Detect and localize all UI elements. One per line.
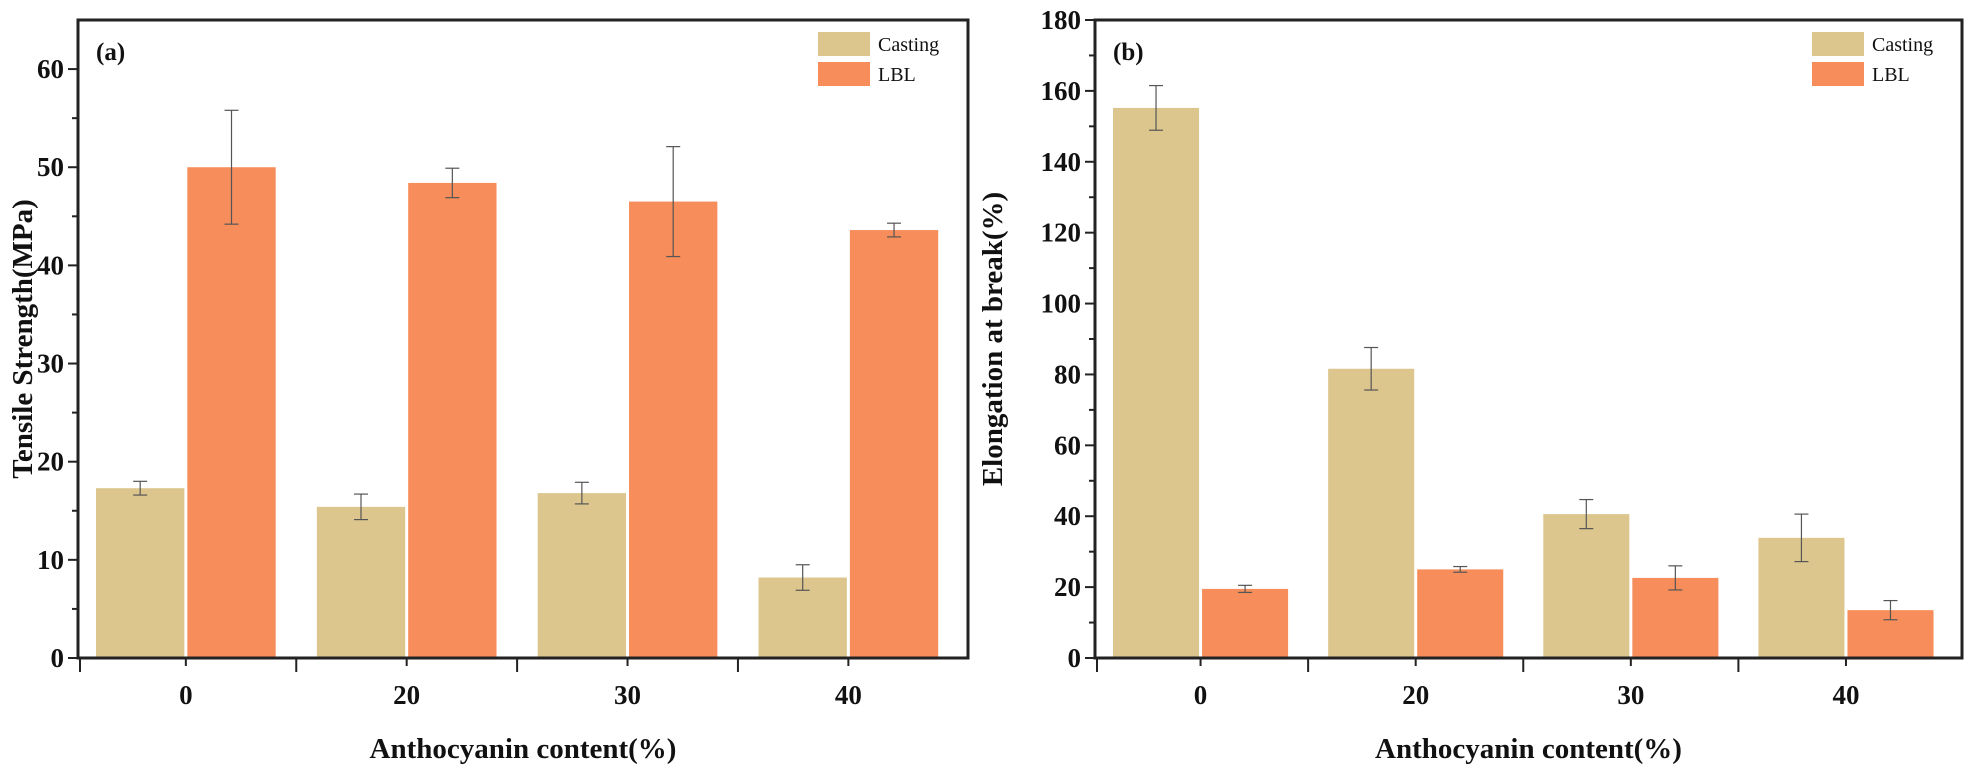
lbl-bars xyxy=(187,167,939,659)
errorbar-lbl-20 xyxy=(445,167,460,199)
errorbar-casting-0 xyxy=(1149,84,1164,131)
x-tick-label-40: 40 xyxy=(835,680,862,710)
bar-lbl-40 xyxy=(849,230,939,658)
y-tick-label-180: 180 xyxy=(1041,5,1082,35)
x-tick-label-40: 40 xyxy=(1832,680,1859,710)
y-tick-label-40: 40 xyxy=(1054,501,1081,531)
errorbar-casting-40 xyxy=(795,564,810,591)
y-tick-label-80: 80 xyxy=(1054,359,1081,389)
panel-b-elongation-at-break: 0 20 40 60 80 100 120 140 160 180 0 20 30 40 (b) Ant… xyxy=(977,5,1964,765)
bar-casting-40 xyxy=(758,577,847,658)
bar-casting-0 xyxy=(96,488,185,658)
x-tick-label-20: 20 xyxy=(393,680,420,710)
x-tick-label-20: 20 xyxy=(1402,680,1429,710)
y-tick-label-120: 120 xyxy=(1041,218,1082,248)
y-axis-title: Elongation at break(%) xyxy=(977,192,1009,486)
errorbar-casting-20 xyxy=(1364,346,1379,391)
casting-bars xyxy=(1113,107,1845,658)
bar-lbl-20 xyxy=(408,182,497,659)
x-axis-title: Anthocyanin content(%) xyxy=(1375,733,1682,765)
y-tick-label-40: 40 xyxy=(37,250,64,280)
errorbar-lbl-0 xyxy=(224,109,239,225)
errorbar-lbl-20 xyxy=(1453,565,1468,573)
errorbar-lbl-40 xyxy=(887,222,902,238)
panel-label: (b) xyxy=(1113,39,1144,66)
y-tick-label-100: 100 xyxy=(1041,289,1082,319)
x-tick-label-0: 0 xyxy=(1194,680,1208,710)
legend-label-lbl: LBL xyxy=(1872,64,1910,86)
plot-frame xyxy=(76,18,970,660)
errorbar-lbl-30 xyxy=(666,146,681,258)
legend-swatch-lbl xyxy=(818,62,870,86)
x-axis-ticks: 0 20 30 40 xyxy=(1096,658,1859,710)
y-tick-label-50: 50 xyxy=(37,152,64,182)
errorbar-casting-0 xyxy=(133,480,148,496)
casting-bars xyxy=(96,488,847,658)
errorbar-casting-30 xyxy=(574,481,589,505)
legend-label-casting: Casting xyxy=(878,34,939,56)
bar-lbl-0 xyxy=(187,167,276,658)
error-bars xyxy=(133,109,902,591)
legend-label-casting: Casting xyxy=(1872,34,1933,56)
x-tick-label-0: 0 xyxy=(179,680,193,710)
legend-swatch-lbl xyxy=(1812,62,1864,86)
panel-label: (a) xyxy=(96,39,125,66)
y-tick-label-20: 20 xyxy=(37,447,64,477)
y-axis-ticks: 0 20 40 60 80 100 120 140 160 180 xyxy=(1041,5,1095,673)
errorbar-lbl-30 xyxy=(1668,565,1683,591)
y-tick-label-140: 140 xyxy=(1041,147,1082,177)
error-bars xyxy=(1149,84,1898,621)
bar-lbl-0 xyxy=(1202,588,1289,658)
x-tick-label-30: 30 xyxy=(614,680,641,710)
x-axis-ticks: 0 20 30 40 xyxy=(79,658,862,710)
errorbar-casting-20 xyxy=(354,493,369,521)
y-tick-label-0: 0 xyxy=(51,643,65,673)
y-tick-label-20: 20 xyxy=(1054,572,1081,602)
bar-casting-0 xyxy=(1113,107,1200,658)
x-tick-label-30: 30 xyxy=(1617,680,1644,710)
y-tick-label-10: 10 xyxy=(37,545,64,575)
legend-swatch-casting xyxy=(818,32,870,56)
x-axis-title: Anthocyanin content(%) xyxy=(370,733,677,765)
y-tick-label-30: 30 xyxy=(37,349,64,379)
bar-lbl-30 xyxy=(1632,577,1719,658)
y-tick-label-60: 60 xyxy=(1054,430,1081,460)
y-axis-title: Tensile Strength(MPa) xyxy=(7,199,39,479)
bar-casting-20 xyxy=(1328,368,1415,658)
y-axis-ticks: 0 10 20 30 40 50 60 xyxy=(37,54,78,673)
lbl-bars xyxy=(1202,569,1934,658)
panel-a-tensile-strength: 0 10 20 30 40 50 60 0 20 30 40 (a) Anthocyanin co… xyxy=(7,18,970,765)
errorbar-casting-40 xyxy=(1794,513,1809,563)
y-tick-label-160: 160 xyxy=(1041,76,1082,106)
errorbar-lbl-40 xyxy=(1883,599,1898,621)
legend-swatch-casting xyxy=(1812,32,1864,56)
bar-casting-20 xyxy=(316,506,406,658)
bar-lbl-30 xyxy=(629,201,718,659)
bar-casting-30 xyxy=(537,493,627,658)
bar-lbl-20 xyxy=(1417,569,1504,658)
legend: Casting LBL xyxy=(1812,32,1933,86)
legend: Casting LBL xyxy=(818,32,939,86)
legend-label-lbl: LBL xyxy=(878,64,916,86)
errorbar-lbl-0 xyxy=(1238,584,1253,594)
errorbar-casting-30 xyxy=(1579,498,1594,530)
y-tick-label-60: 60 xyxy=(37,54,64,84)
y-tick-label-0: 0 xyxy=(1068,643,1082,673)
bar-casting-30 xyxy=(1543,514,1630,658)
